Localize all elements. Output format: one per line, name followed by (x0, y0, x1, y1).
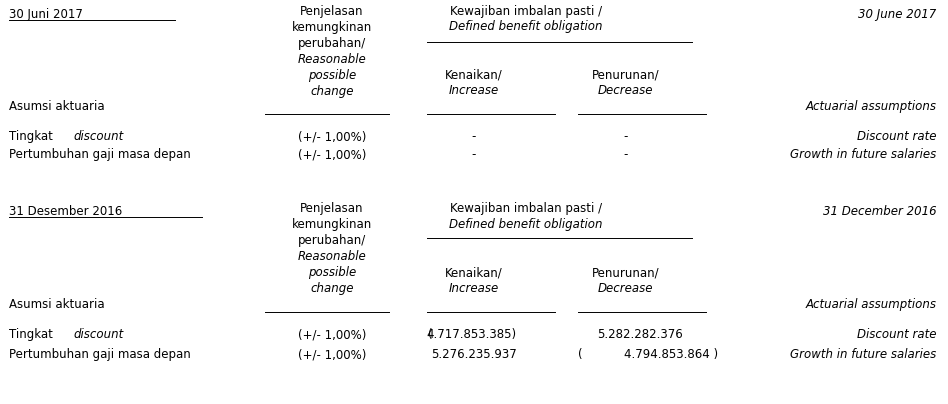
Text: Penurunan/: Penurunan/ (592, 68, 660, 81)
Text: Tingkat: Tingkat (9, 130, 57, 143)
Text: (+/- 1,00%): (+/- 1,00%) (298, 328, 366, 341)
Text: Decrease: Decrease (598, 84, 653, 97)
Text: Actuarial assumptions: Actuarial assumptions (806, 100, 937, 113)
Text: Tingkat: Tingkat (9, 328, 57, 341)
Text: Penurunan/: Penurunan/ (592, 266, 660, 279)
Text: -: - (624, 130, 628, 143)
Text: (: ( (578, 348, 583, 361)
Text: Kewajiban imbalan pasti /: Kewajiban imbalan pasti / (450, 202, 602, 215)
Text: perubahan/: perubahan/ (298, 234, 366, 247)
Text: change: change (310, 282, 354, 295)
Text: Reasonable: Reasonable (298, 250, 366, 263)
Text: Discount rate: Discount rate (857, 328, 937, 341)
Text: kemungkinan: kemungkinan (292, 218, 372, 231)
Text: Actuarial assumptions: Actuarial assumptions (806, 298, 937, 311)
Text: 4.717.853.385): 4.717.853.385) (427, 328, 517, 341)
Text: Kenaikan/: Kenaikan/ (446, 68, 502, 81)
Text: 4.794.853.864 ): 4.794.853.864 ) (625, 348, 719, 361)
Text: (+/- 1,00%): (+/- 1,00%) (298, 130, 366, 143)
Text: 30 Juni 2017: 30 Juni 2017 (9, 8, 83, 21)
Text: Increase: Increase (448, 282, 500, 295)
Text: Penjelasan: Penjelasan (301, 202, 363, 215)
Text: Asumsi aktuaria: Asumsi aktuaria (9, 298, 105, 311)
Text: change: change (310, 85, 354, 98)
Text: Asumsi aktuaria: Asumsi aktuaria (9, 100, 105, 113)
Text: Kenaikan/: Kenaikan/ (446, 266, 502, 279)
Text: Growth in future salaries: Growth in future salaries (791, 348, 937, 361)
Text: Pertumbuhan gaji masa depan: Pertumbuhan gaji masa depan (9, 148, 191, 161)
Text: kemungkinan: kemungkinan (292, 21, 372, 34)
Text: 30 June 2017: 30 June 2017 (858, 8, 937, 21)
Text: Pertumbuhan gaji masa depan: Pertumbuhan gaji masa depan (9, 348, 191, 361)
Text: Penjelasan: Penjelasan (301, 5, 363, 18)
Text: -: - (624, 148, 628, 161)
Text: (+/- 1,00%): (+/- 1,00%) (298, 148, 366, 161)
Text: 31 Desember 2016: 31 Desember 2016 (9, 205, 122, 218)
Text: possible: possible (308, 69, 356, 82)
Text: Reasonable: Reasonable (298, 53, 366, 66)
Text: discount: discount (74, 328, 124, 341)
Text: -: - (472, 148, 476, 161)
Text: possible: possible (308, 266, 356, 279)
Text: Defined benefit obligation: Defined benefit obligation (449, 218, 603, 231)
Text: Increase: Increase (448, 84, 500, 97)
Text: -: - (472, 130, 476, 143)
Text: Defined benefit obligation: Defined benefit obligation (449, 20, 603, 33)
Text: Kewajiban imbalan pasti /: Kewajiban imbalan pasti / (450, 5, 602, 18)
Text: 31 December 2016: 31 December 2016 (823, 205, 937, 218)
Text: Discount rate: Discount rate (857, 130, 937, 143)
Text: (+/- 1,00%): (+/- 1,00%) (298, 348, 366, 361)
Text: Growth in future salaries: Growth in future salaries (791, 148, 937, 161)
Text: perubahan/: perubahan/ (298, 37, 366, 50)
Text: 5.276.235.937: 5.276.235.937 (431, 348, 517, 361)
Text: Decrease: Decrease (598, 282, 653, 295)
Text: (: ( (428, 328, 433, 341)
Text: 5.282.282.376: 5.282.282.376 (597, 328, 683, 341)
Text: discount: discount (74, 130, 124, 143)
